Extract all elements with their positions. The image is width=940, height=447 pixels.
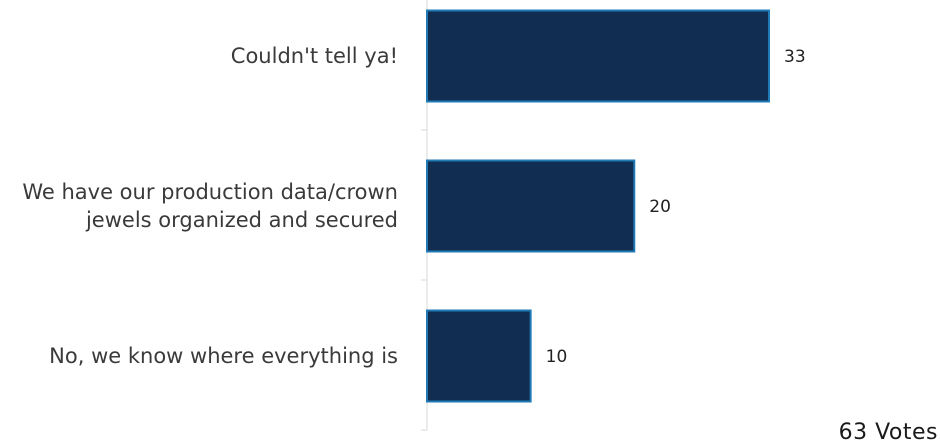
category-label: Couldn't tell ya! <box>231 44 398 68</box>
bar <box>426 159 636 253</box>
category-label: We have our production data/crown <box>22 180 398 204</box>
category-label: jewels organized and secured <box>85 208 398 232</box>
bar <box>426 9 770 103</box>
value-label: 20 <box>649 197 671 217</box>
value-label: 33 <box>784 47 806 67</box>
total-votes: 63 Votes <box>838 420 938 445</box>
category-label: No, we know where everything is <box>49 344 398 368</box>
value-label: 10 <box>546 347 568 367</box>
bar <box>426 309 532 403</box>
